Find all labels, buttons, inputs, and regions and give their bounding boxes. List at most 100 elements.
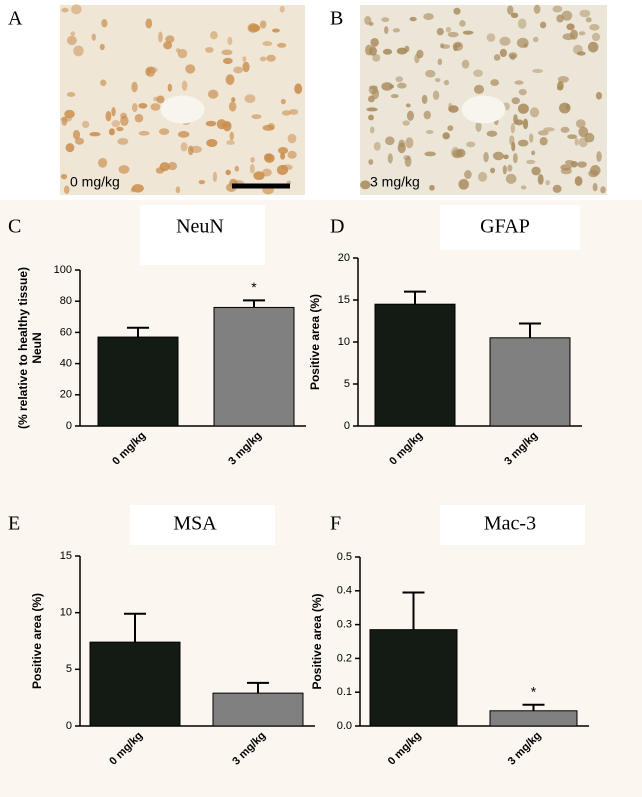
cell — [432, 90, 440, 101]
y-tick-label: 20 — [338, 252, 350, 264]
panel-label: E — [8, 513, 20, 535]
cell — [205, 47, 214, 53]
cell — [578, 31, 586, 36]
y-axis-label: NeuN — [30, 332, 44, 363]
bar — [489, 710, 578, 727]
cell — [425, 69, 436, 78]
cell — [574, 176, 583, 186]
chart-title: MSA — [173, 513, 217, 535]
cell — [279, 5, 285, 13]
panel-label: C — [8, 216, 21, 238]
cell — [262, 124, 275, 131]
cell — [505, 173, 517, 184]
cell — [72, 129, 81, 140]
cell — [91, 33, 96, 41]
cell — [523, 43, 528, 48]
cell — [558, 102, 571, 114]
cell — [101, 18, 108, 28]
cell — [225, 74, 235, 85]
cell — [587, 41, 599, 53]
cell — [117, 138, 129, 145]
cell — [60, 173, 68, 180]
cell — [181, 80, 188, 91]
cell — [368, 114, 374, 121]
cell — [483, 151, 489, 163]
cell — [82, 120, 90, 129]
cell — [490, 167, 496, 174]
cell — [70, 31, 76, 37]
cell — [74, 137, 85, 145]
image-label: 3 mg/kg — [370, 174, 420, 190]
cell — [567, 134, 578, 140]
cell — [225, 169, 231, 176]
cell — [518, 88, 527, 96]
y-tick-label: 0.3 — [337, 619, 352, 631]
panel-label: B — [330, 8, 343, 30]
cell — [543, 127, 555, 132]
cell — [452, 149, 463, 159]
cell — [63, 185, 70, 195]
cell — [360, 180, 371, 190]
cell — [242, 56, 247, 62]
cell — [557, 81, 564, 91]
cell — [539, 137, 548, 146]
cell — [461, 59, 470, 69]
cell — [507, 5, 514, 15]
cell — [187, 145, 194, 156]
cell — [575, 119, 586, 128]
cell — [545, 179, 550, 186]
bar — [212, 692, 304, 727]
y-tick-label: 0.1 — [337, 686, 352, 698]
cell — [513, 114, 518, 125]
cell — [233, 66, 244, 74]
cell — [369, 126, 375, 134]
cell — [528, 133, 534, 143]
cell — [294, 83, 303, 95]
cell — [249, 24, 261, 32]
cell — [130, 187, 136, 193]
cell — [177, 131, 190, 138]
cell — [589, 23, 600, 31]
cell — [572, 44, 583, 55]
cell — [206, 138, 218, 148]
cell — [371, 88, 380, 100]
cell — [368, 159, 374, 165]
cell — [175, 186, 181, 194]
cell — [561, 10, 573, 21]
cell — [499, 48, 507, 58]
bar — [374, 303, 456, 427]
cell — [557, 76, 570, 83]
cell — [600, 186, 606, 194]
cell — [134, 114, 144, 123]
panel-label: F — [330, 513, 341, 535]
y-tick-label: 40 — [60, 358, 72, 370]
cell — [221, 49, 233, 56]
cell — [158, 31, 163, 43]
title-box — [130, 505, 275, 545]
y-tick-label: 5 — [66, 663, 72, 675]
cell — [416, 49, 424, 59]
cell — [569, 29, 578, 40]
cell — [222, 57, 233, 65]
cell — [509, 54, 516, 60]
bar — [89, 641, 181, 727]
cell — [159, 128, 170, 136]
cell — [111, 120, 121, 128]
cell — [404, 156, 412, 167]
cell — [65, 143, 75, 153]
cell — [165, 35, 175, 44]
cell — [592, 183, 598, 192]
cell — [153, 96, 159, 102]
cell — [509, 135, 515, 146]
cell — [100, 79, 107, 87]
chart-title: GFAP — [480, 216, 530, 238]
bar — [213, 306, 295, 427]
cell — [116, 126, 124, 132]
cell — [531, 150, 536, 156]
y-axis-label: (% relative to healthy tissue) — [16, 267, 30, 429]
cell — [156, 95, 165, 104]
cell — [64, 109, 75, 119]
y-axis-label: Positive area (%) — [308, 294, 322, 390]
cell — [231, 97, 236, 103]
